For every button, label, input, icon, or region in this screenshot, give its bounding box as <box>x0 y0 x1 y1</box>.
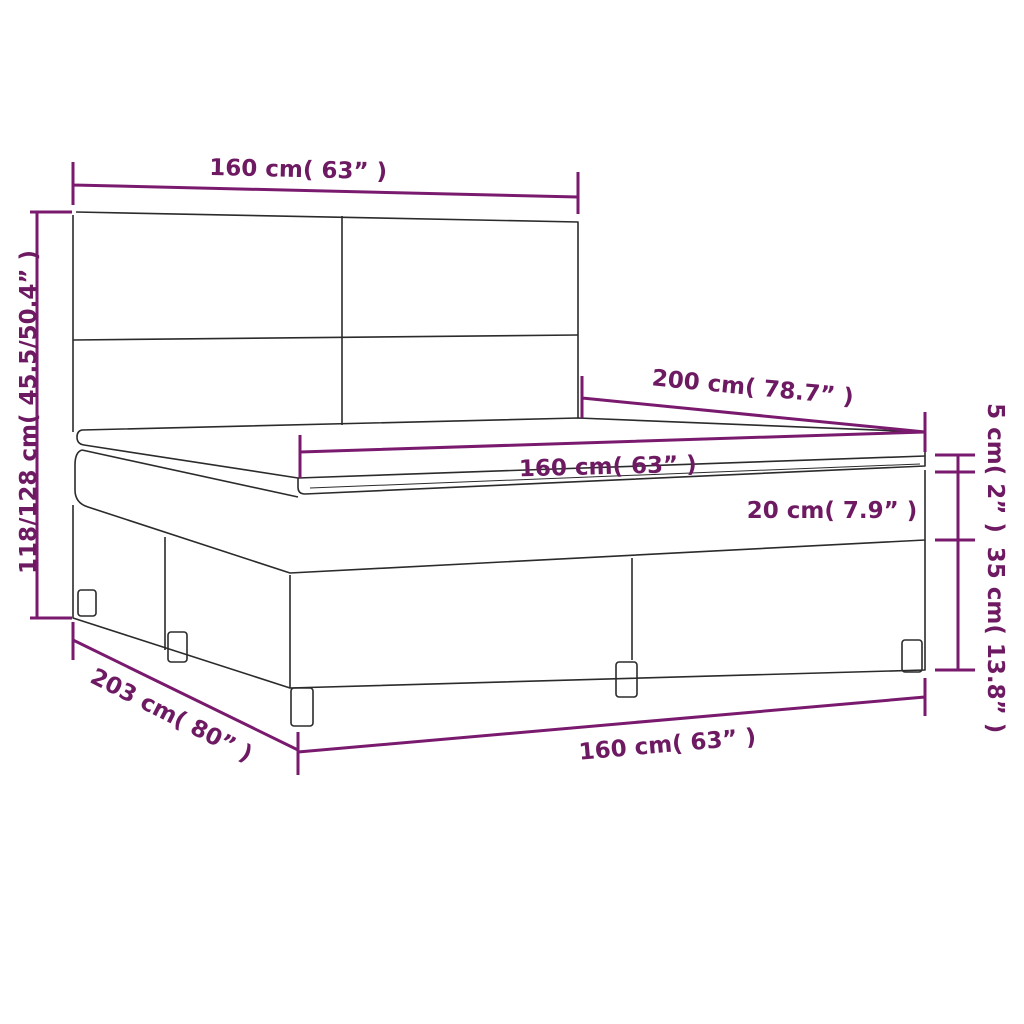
leg <box>901 639 923 673</box>
base-width-label: 160 cm( 63” ) <box>578 724 757 765</box>
mattress-length-label: 200 cm( 78.7” ) <box>651 365 855 410</box>
headboard <box>72 211 579 432</box>
dimension-lines <box>30 162 975 775</box>
topper-height-label: 5 cm( 2” ) <box>982 403 1008 533</box>
total-height-label: 118/128 cm( 45.5/50.4” ) <box>16 250 42 574</box>
topper <box>76 417 926 495</box>
leg <box>290 687 314 727</box>
legs <box>77 589 923 727</box>
leg <box>615 661 638 698</box>
leg <box>77 589 97 617</box>
topper-width-label: 160 cm( 63” ) <box>519 452 697 483</box>
box-spring-base <box>72 505 926 689</box>
mattress <box>74 449 926 574</box>
headboard-width-label: 160 cm( 63” ) <box>209 155 387 185</box>
mattress-height-label: 20 cm( 7.9” ) <box>747 498 918 524</box>
leg <box>167 631 188 663</box>
base-height-label: 35 cm( 13.8” ) <box>982 547 1008 734</box>
